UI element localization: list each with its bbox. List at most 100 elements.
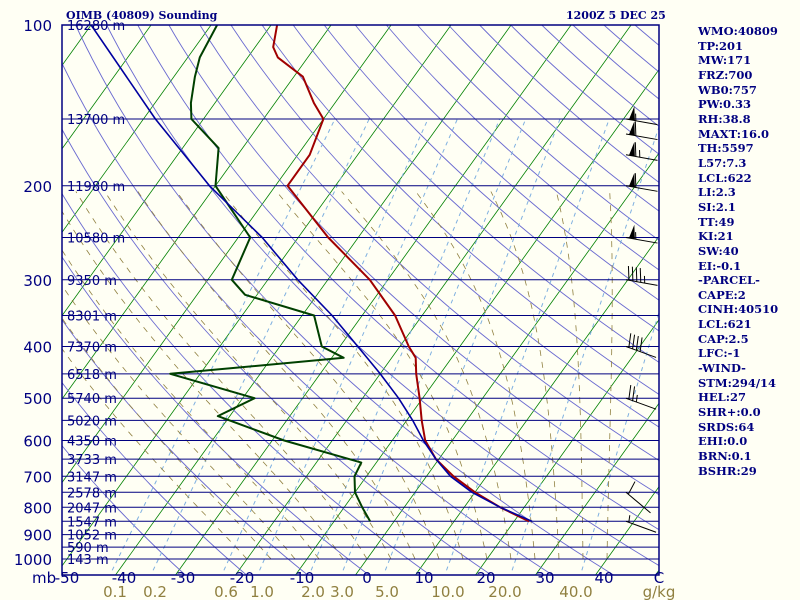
wind-barb-flag (628, 173, 635, 188)
temperature-tick-label: 10 (414, 569, 433, 587)
wind-barb (625, 106, 658, 126)
temperature-tick-label: -30 (171, 569, 196, 587)
stat-row: WB0:757 (698, 82, 757, 97)
moist-adiabat-line (490, 191, 560, 560)
moist-adiabat-line (137, 191, 416, 560)
pressure-tick-label: 1000 (14, 551, 52, 569)
isotherm-line (114, 25, 512, 575)
moist-adiabat-line (62, 284, 296, 560)
mixing-ratio-tick-label: 1.0 (250, 583, 274, 600)
profile-series (90, 25, 533, 523)
temperature-tick-label: 40 (594, 569, 613, 587)
height-label: 1052 m (67, 529, 117, 544)
height-label: 6518 m (67, 368, 117, 383)
moist-adiabat-line (341, 191, 512, 560)
wind-barbs (625, 106, 658, 533)
wind-barb-flag (628, 142, 635, 157)
wind-barb-feather (632, 386, 636, 401)
wind-barb-feather (628, 333, 632, 348)
stat-row: L57:7.3 (698, 155, 747, 170)
height-label: 2047 m (67, 501, 117, 516)
height-label: 16280 m (67, 19, 125, 34)
dry-adiabat-line (137, 25, 659, 531)
pressure-tick-label: 900 (23, 527, 52, 545)
dry-adiabat-line (354, 25, 659, 301)
moist-adiabat-line (62, 348, 248, 560)
stat-row: CAPE:2 (698, 287, 746, 302)
dry-adiabat-line (168, 25, 659, 496)
mixing-ratio-tick-label: 0.2 (143, 583, 167, 600)
dry-adiabat-line (62, 381, 247, 575)
isotherm-line (62, 25, 332, 400)
plot-frame (61, 24, 660, 576)
pressure-tick-label: 800 (23, 499, 52, 517)
wind-barb-feather (627, 481, 636, 495)
wind-barb-feather (634, 173, 637, 188)
wind-barb-half-feather (635, 394, 638, 403)
temperature-tick-label: C (654, 569, 664, 587)
wind-barb-flag (628, 106, 635, 121)
dry-adiabat-line (416, 25, 659, 241)
isobar-grid (62, 24, 659, 560)
stat-row: CINH:40510 (698, 302, 779, 317)
stat-row: CAP:2.5 (698, 331, 749, 346)
dry-adiabat-line (261, 25, 659, 395)
wind-barb-flag (628, 121, 635, 136)
stat-row: SHR+:0.0 (698, 405, 761, 420)
height-label: 3733 m (67, 453, 117, 468)
stat-row: EI:-0.1 (698, 258, 742, 273)
background-lines (62, 25, 659, 575)
wind-barb (625, 173, 658, 192)
wind-barb-feather (632, 334, 636, 349)
dry-adiabat-line (230, 25, 659, 428)
stat-row: BRN:0.1 (698, 449, 752, 464)
height-label: 2578 m (67, 486, 117, 501)
height-label: 5020 m (67, 414, 117, 429)
dry-adiabat-line (447, 25, 659, 212)
pressure-tick-label: 500 (23, 390, 52, 408)
moist-adiabat-line (104, 191, 392, 560)
mixing-ratio-tick-label: 0.6 (214, 583, 238, 600)
isotherm-line (534, 402, 659, 575)
pressure-tick-label: 600 (23, 433, 52, 451)
mixing-ratio-line (259, 118, 458, 571)
mixing-ratio-line (342, 118, 527, 571)
dry-adiabat-line (510, 25, 659, 155)
wind-barb (625, 142, 658, 161)
stat-row: FRZ:700 (698, 67, 753, 82)
stat-row: TT:49 (698, 214, 735, 229)
dry-adiabat-line (541, 25, 659, 127)
temperature-tick-label: 20 (476, 569, 495, 587)
height-label: 590 m (67, 541, 109, 556)
wind-barb (625, 515, 657, 533)
pressure-tick-label: 700 (23, 468, 52, 486)
stat-row: LCL:621 (698, 317, 752, 332)
mixing-ratio-line (581, 310, 659, 571)
isotherm-line (174, 25, 572, 575)
stat-row: RH:38.8 (698, 111, 751, 126)
dewpoint-profile-line (169, 25, 371, 522)
mixing-ratio-tick-label: 3.0 (330, 583, 354, 600)
temperature-tick-label: -50 (55, 569, 80, 587)
stat-row: SW:40 (698, 243, 739, 258)
wind-barb-feather (639, 268, 642, 283)
isotherm-line (62, 25, 452, 567)
pressure-unit-label: mb (32, 569, 56, 587)
isotherm-line (62, 25, 272, 317)
moist-adiabat-line (176, 191, 440, 560)
stat-row: BSHR:29 (698, 463, 757, 478)
wind-barb-feather (634, 121, 637, 136)
moist-adiabat-line (75, 191, 368, 560)
stat-row: TP:201 (698, 38, 744, 53)
wind-barb-staff (625, 237, 658, 244)
mixing-ratio-line (111, 118, 336, 571)
pressure-tick-label: 200 (23, 178, 52, 196)
mixing-ratio-line (384, 118, 561, 571)
dry-adiabat-line (75, 25, 614, 575)
wind-barb-feather (635, 267, 638, 282)
wind-barb-half-feather (628, 515, 631, 523)
temperature-tick-label: 0 (362, 569, 372, 587)
dry-adiabat-line (62, 128, 492, 575)
